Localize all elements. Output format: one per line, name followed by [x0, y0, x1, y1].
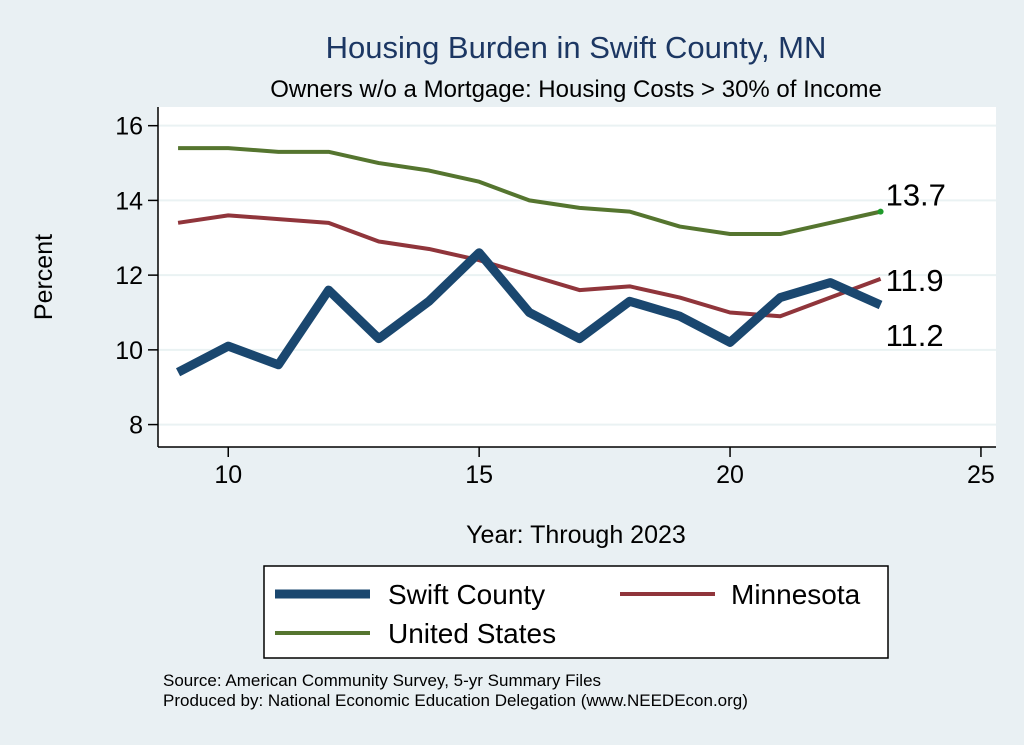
y-axis-title: Percent — [30, 234, 58, 320]
x-tick-label: 15 — [465, 461, 493, 489]
x-tick-label: 20 — [716, 461, 744, 489]
series-end-marker-united-states — [877, 208, 884, 215]
x-axis-title: Year: Through 2023 — [466, 521, 686, 549]
chart-subtitle: Owners w/o a Mortgage: Housing Costs > 3… — [270, 76, 882, 103]
y-tick-label: 12 — [115, 262, 143, 290]
series-line-united-states — [178, 146, 882, 237]
legend-label-united-states: United States — [388, 618, 556, 649]
x-tick-label: 25 — [967, 461, 995, 489]
series-lines — [175, 146, 884, 377]
axes: 8 10 12 14 16 10 15 20 25 — [115, 107, 996, 489]
plot-area — [158, 107, 996, 447]
legend: Swift County Minnesota United States — [275, 579, 861, 649]
series-line-swift-county — [175, 248, 883, 377]
end-label-united-states: 13.7 — [886, 178, 946, 213]
x-tick-label: 10 — [214, 461, 242, 489]
y-tick-label: 16 — [115, 113, 143, 141]
gridlines — [158, 124, 996, 426]
end-label-swift-county: 11.2 — [886, 318, 944, 353]
y-tick-label: 14 — [115, 187, 143, 215]
legend-box — [263, 565, 889, 659]
y-tick-label: 10 — [115, 337, 143, 365]
legend-label-swift-county: Swift County — [388, 579, 545, 610]
source-note: Source: American Community Survey, 5-yr … — [163, 671, 601, 690]
producer-note: Produced by: National Economic Education… — [163, 691, 748, 710]
end-label-minnesota: 11.9 — [886, 263, 944, 298]
y-tick-label: 8 — [129, 412, 143, 440]
legend-label-minnesota: Minnesota — [731, 579, 861, 610]
chart-title: Housing Burden in Swift County, MN — [326, 30, 827, 65]
end-labels: 11.2 11.9 13.7 — [886, 178, 946, 353]
